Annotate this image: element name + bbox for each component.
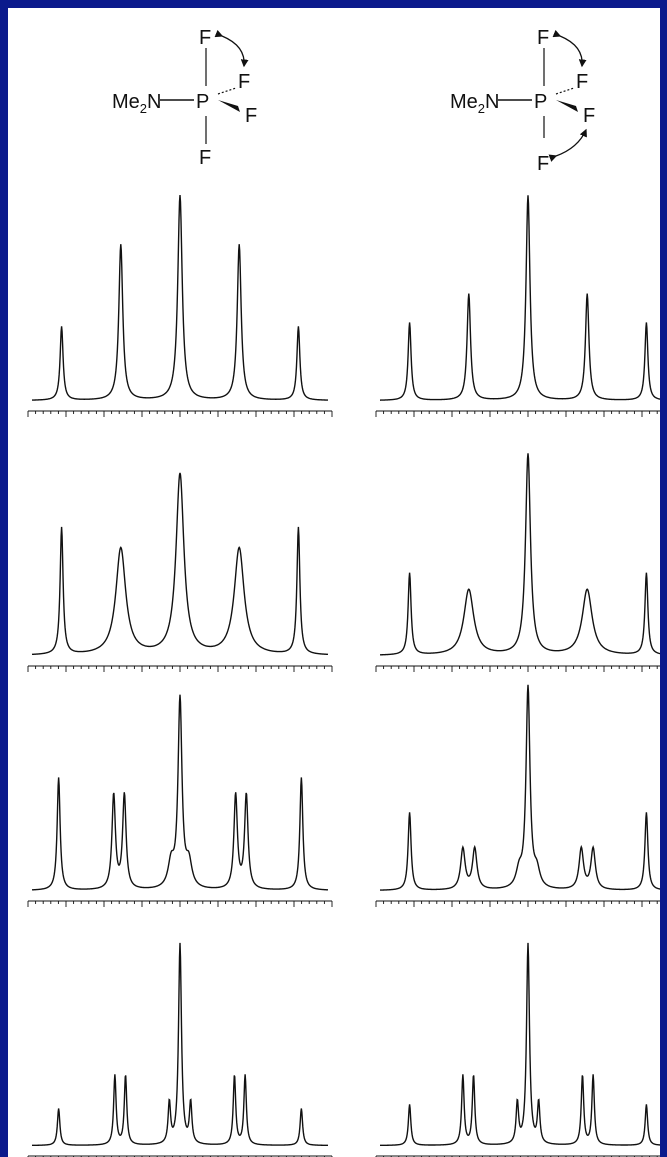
- spectrum-trace: [31, 194, 329, 401]
- group-label: Me2N: [112, 91, 161, 116]
- group-label: Me2N: [450, 91, 499, 116]
- exchange-arrow-top: [552, 29, 587, 68]
- spectrum-trace: [380, 942, 660, 1147]
- spectrum-panel-r4-c2: [375, 942, 660, 1157]
- spectrum-panel-r3-c1: [27, 694, 333, 907]
- f-atom-eq1: F: [576, 71, 588, 93]
- f-atom-eq2: F: [245, 105, 257, 127]
- spectrum-panel-r4-c1: [27, 942, 333, 1157]
- equatorial-wedge-bond: [218, 100, 240, 112]
- structure-left: Me2N P F F F F: [112, 27, 257, 169]
- figure-panel: Me2N P F F F F Me2N P F F F F: [8, 8, 660, 1157]
- spectra-grid: [27, 194, 660, 1157]
- exchange-arrow: [214, 29, 249, 68]
- f-atom-bottom: F: [537, 153, 549, 175]
- spectrum-panel-r2-c2: [375, 453, 660, 672]
- nmr-figure: Me2N P F F F F Me2N P F F F F: [27, 27, 660, 1157]
- p-atom: P: [196, 91, 209, 113]
- spectrum-panel-r1-c1: [27, 194, 333, 417]
- f-atom-eq1: F: [238, 71, 250, 93]
- equatorial-wedge-bond: [556, 100, 578, 112]
- spectrum-trace: [379, 453, 660, 656]
- equatorial-hashed-bond: [555, 87, 575, 95]
- f-atom-top: F: [199, 27, 211, 49]
- spectrum-panel-r1-c2: [375, 195, 660, 417]
- equatorial-hashed-bond: [217, 87, 237, 95]
- spectrum-panel-r2-c1: [27, 472, 333, 672]
- exchange-arrow-bottom: [548, 128, 587, 162]
- spectrum-trace: [379, 195, 660, 401]
- spectrum-trace: [32, 942, 328, 1147]
- spectrum-panel-r3-c2: [375, 684, 660, 907]
- spectrum-trace: [379, 684, 660, 891]
- spectrum-trace: [31, 694, 329, 891]
- f-atom-top: F: [537, 27, 549, 49]
- p-atom: P: [534, 91, 547, 113]
- f-atom-eq2: F: [583, 105, 595, 127]
- spectrum-trace: [31, 472, 329, 656]
- f-atom-bottom: F: [199, 147, 211, 169]
- structure-right: Me2N P F F F F: [450, 27, 595, 175]
